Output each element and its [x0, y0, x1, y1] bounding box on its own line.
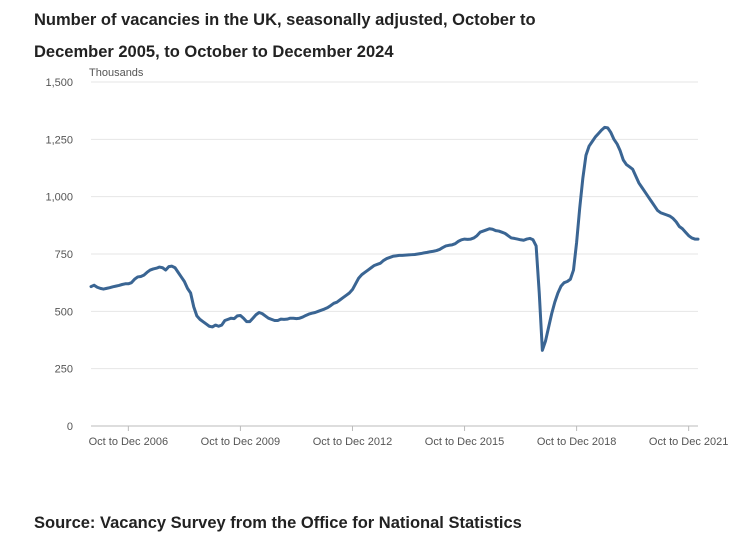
x-tick-label: Oct to Dec 2015	[425, 436, 505, 448]
y-tick-label: 1,500	[45, 77, 73, 89]
x-tick-label: Oct to Dec 2018	[537, 436, 617, 448]
gridlines	[91, 81, 698, 427]
y-tick-label: 1,250	[45, 134, 73, 146]
y-axis-tick-labels: 0 250 500 750 1,000 1,250 1,500	[45, 77, 73, 433]
series-line-vacancies	[89, 125, 700, 352]
y-axis-unit-label: Thousands	[89, 67, 144, 79]
x-axis-tick-labels: Oct to Dec 2006 Oct to Dec 2009 Oct to Dec…	[89, 426, 729, 448]
x-tick-label: Oct to Dec 2021	[649, 436, 729, 448]
source-note: Source: Vacancy Survey from the Office f…	[34, 514, 522, 532]
x-tick-label: Oct to Dec 2012	[313, 436, 393, 448]
y-tick-label: 0	[67, 421, 73, 433]
x-tick-label: Oct to Dec 2006	[89, 436, 169, 448]
y-tick-label: 1,000	[45, 192, 73, 204]
y-tick-label: 750	[55, 249, 73, 261]
y-tick-label: 250	[55, 364, 73, 376]
series-layer	[89, 125, 700, 352]
y-tick-label: 500	[55, 306, 73, 318]
chart-title: Number of vacancies in the UK, seasonall…	[34, 11, 536, 61]
x-tick-label: Oct to Dec 2009	[201, 436, 281, 448]
